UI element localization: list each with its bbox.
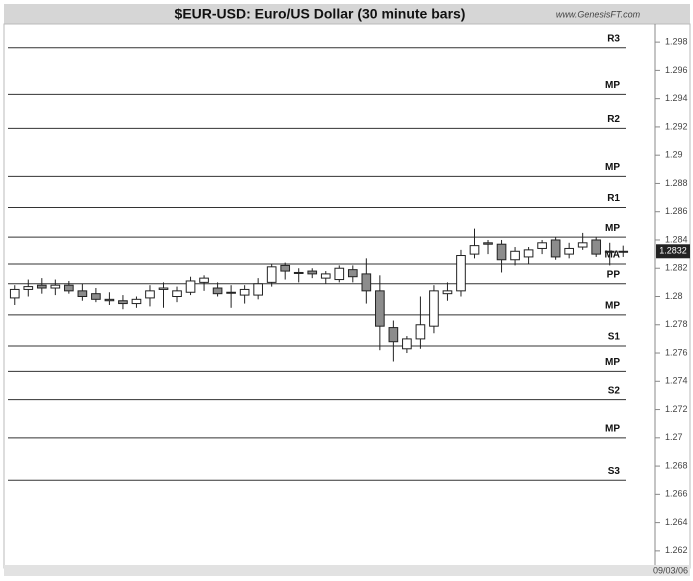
- candle-body: [523, 249, 534, 258]
- candle-body: [118, 300, 128, 305]
- candle-body: [537, 242, 547, 249]
- candle-body: [36, 284, 47, 289]
- level-label: MP: [605, 162, 620, 173]
- y-tick-label: 1.268: [665, 460, 688, 470]
- candle-body: [456, 255, 466, 292]
- candle-body: [239, 288, 250, 296]
- y-tick-label: 1.292: [665, 121, 688, 131]
- y-tick-label: 1.278: [665, 319, 688, 329]
- last-price-box: [656, 244, 690, 259]
- candle-body: [253, 283, 263, 296]
- level-label: R1: [607, 193, 620, 204]
- y-tick-label: 1.286: [665, 206, 688, 216]
- y-tick-label: 1.264: [665, 517, 688, 527]
- level-label: S1: [608, 332, 621, 343]
- level-label: MP: [605, 357, 620, 368]
- candle-body: [591, 239, 602, 255]
- candle-body: [442, 290, 453, 295]
- y-tick-label: 1.29: [665, 150, 683, 160]
- title-bar: [4, 4, 690, 24]
- level-label: MA: [604, 250, 620, 261]
- candle-body: [577, 242, 588, 248]
- candle-body: [604, 250, 615, 253]
- candle-body: [320, 273, 331, 279]
- level-label: MP: [605, 223, 620, 234]
- y-tick-label: 1.298: [665, 37, 688, 47]
- candle-body: [550, 239, 561, 258]
- candle-body: [77, 290, 88, 298]
- candle-body: [307, 270, 318, 275]
- candle-body: [564, 247, 574, 255]
- candle-body: [185, 280, 196, 293]
- y-tick-label: 1.28: [665, 291, 683, 301]
- candle-body: [334, 267, 345, 281]
- candle-body: [415, 324, 426, 340]
- candle-body: [131, 298, 142, 305]
- candle-body: [226, 291, 236, 294]
- candle-body: [50, 284, 61, 289]
- candle-body: [23, 286, 34, 290]
- y-tick-label: 1.272: [665, 404, 688, 414]
- candle-body: [172, 290, 182, 298]
- candle-body: [510, 250, 520, 261]
- y-tick-label: 1.266: [665, 489, 688, 499]
- y-tick-label: 1.274: [665, 376, 688, 386]
- candle-body: [469, 245, 480, 255]
- candle-body: [212, 287, 223, 295]
- candle-body: [429, 290, 439, 327]
- candle-body: [280, 264, 291, 272]
- candle-body: [293, 271, 304, 274]
- candle-body: [402, 338, 412, 350]
- candle-body: [104, 298, 115, 302]
- level-label: MP: [605, 423, 620, 434]
- candle-body: [9, 288, 20, 299]
- y-tick-label: 1.294: [665, 93, 688, 103]
- y-tick-label: 1.276: [665, 347, 688, 357]
- level-label: PP: [607, 269, 621, 280]
- candle-body: [347, 269, 358, 278]
- candle-body: [64, 284, 74, 292]
- level-label: MP: [605, 80, 620, 91]
- level-label: S3: [608, 466, 621, 477]
- candle-body: [145, 290, 155, 299]
- candle-body: [618, 250, 629, 253]
- y-tick-label: 1.262: [665, 545, 688, 555]
- level-label: S2: [608, 385, 621, 396]
- watermark: www.GenesisFT.com: [556, 9, 641, 19]
- y-tick-label: 1.282: [665, 263, 688, 273]
- date-label: 09/03/06: [653, 565, 688, 575]
- footer-bar: [4, 565, 690, 576]
- last-price-label: 1.2832: [659, 246, 687, 256]
- y-tick-label: 1.288: [665, 178, 688, 188]
- candle-body: [483, 242, 493, 245]
- y-tick-label: 1.296: [665, 65, 688, 75]
- candle-body: [388, 327, 399, 343]
- y-tick-label: 1.27: [665, 432, 683, 442]
- candle-body: [266, 266, 277, 283]
- chart-title: $EUR-USD: Euro/US Dollar (30 minute bars…: [175, 6, 466, 22]
- candle-body: [361, 273, 372, 292]
- candle-body: [91, 293, 101, 300]
- candle-body: [375, 290, 385, 327]
- level-label: MP: [605, 301, 620, 312]
- candle-body: [158, 287, 169, 290]
- level-label: R2: [607, 114, 620, 125]
- candle-body: [199, 277, 209, 283]
- level-label: R3: [607, 33, 620, 44]
- candle-body: [496, 243, 507, 261]
- y-tick-label: 1.284: [665, 234, 688, 244]
